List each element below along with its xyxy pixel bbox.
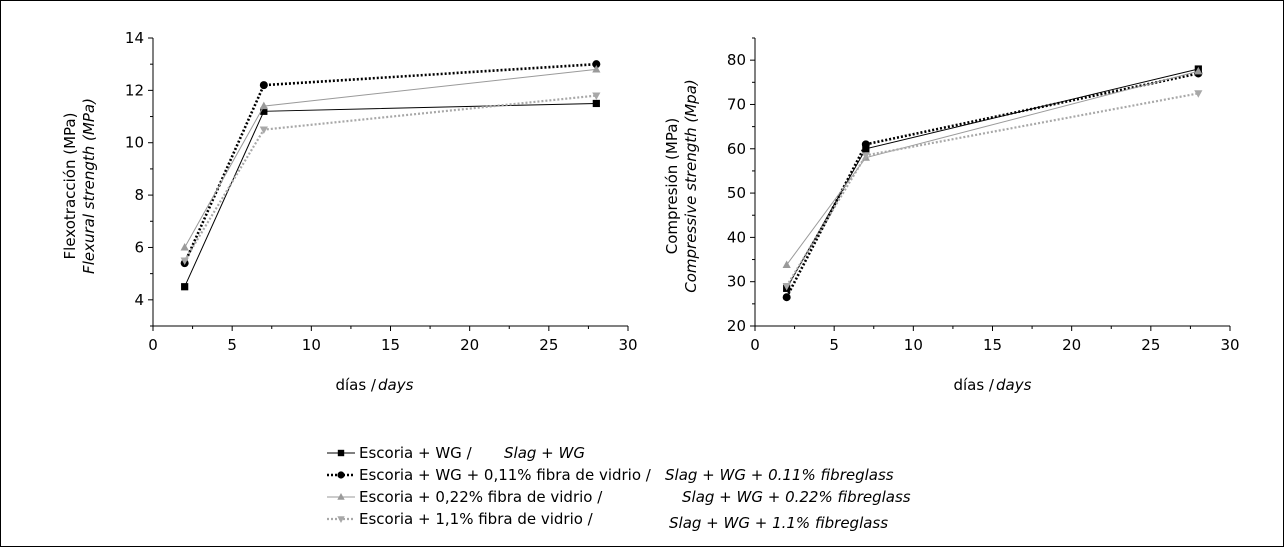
legend: Escoria + WG / Slag + WG Escoria + WG + … [359, 444, 911, 532]
data-point-s4 [1194, 90, 1203, 98]
plot-area-2: 0 5 10 15 20 25 30 20 30 40 50 60 70 80 [727, 37, 1240, 354]
y-tick-label: 6 [134, 238, 144, 256]
y-tick-label: 70 [727, 95, 746, 113]
data-point-s2 [861, 140, 870, 149]
x-tick-label: 25 [1141, 336, 1160, 354]
data-point-s1 [592, 99, 600, 108]
data-point-s4 [259, 126, 268, 135]
chart-compressive: Compresión (MPa) Compressive strength (M… [663, 79, 1032, 394]
ylabel-flexural-es: Flexotracción (MPa) [61, 113, 79, 260]
data-point-s4 [782, 283, 791, 291]
series-line-2 [183, 62, 597, 264]
ylabel-compressive-es: Compresión (MPa) [663, 118, 681, 255]
data-point-s3 [180, 243, 189, 251]
data-point-s2 [592, 60, 601, 69]
series-line-3 [786, 70, 1199, 266]
x-tick-label: 0 [750, 336, 760, 354]
series-line-4 [183, 94, 597, 262]
data-point-s1 [862, 145, 870, 153]
x-tick-label: 25 [539, 336, 558, 354]
y-tick-label: 30 [727, 273, 746, 291]
xlabel-flexural-en: days [378, 376, 414, 394]
legend-label-en-3: Slag + WG + 0.22% fibreglass [682, 488, 911, 506]
x-tick-label: 5 [227, 336, 237, 354]
xlabel-compressive: días / [953, 376, 994, 394]
y-tick-label: 80 [727, 51, 746, 69]
chart-flexural: Flexotracción (MPa) Flexural strength (M… [61, 98, 414, 394]
x-tick-label: 5 [829, 336, 839, 354]
xlabel-compressive-en: days [996, 376, 1032, 394]
data-point-s4 [861, 152, 870, 160]
data-point-s3 [782, 260, 791, 268]
legend-marker-3 [337, 493, 345, 500]
x-tick-label: 15 [381, 336, 400, 354]
y-tick-label: 20 [727, 317, 746, 335]
xlabel-flexural: días / [335, 376, 376, 394]
series-line-3 [184, 68, 597, 248]
legend-label-es-3: Escoria + 0,22% fibra de vidrio / [359, 488, 603, 506]
legend-label-es-2: Escoria + WG + 0,11% fibra de vidrio / [359, 466, 652, 484]
y-tick-label: 12 [125, 81, 144, 99]
ylabel-flexural-en: Flexural strength (MPa) [80, 98, 98, 274]
data-point-s1 [260, 107, 268, 115]
series-line-4 [785, 92, 1199, 287]
legend-samples [327, 449, 355, 523]
x-tick-label: 20 [1062, 336, 1081, 354]
x-tick-label: 10 [904, 336, 923, 354]
data-point-s1 [181, 283, 189, 291]
ylabel-compressive-en: Compressive strength (Mpa) [682, 79, 700, 293]
legend-label-en-2: Slag + WG + 0.11% fibreglass [665, 466, 894, 484]
data-point-s2 [259, 81, 268, 90]
data-point-s4 [592, 92, 601, 100]
x-tick-label: 20 [460, 336, 479, 354]
series-line-2 [785, 72, 1199, 298]
y-tick-label: 60 [727, 140, 746, 158]
legend-marker-4 [337, 516, 345, 523]
y-tick-label: 10 [125, 134, 144, 152]
legend-label-es-1: Escoria + WG / [359, 444, 473, 462]
y-tick-label: 50 [727, 184, 746, 202]
data-point-s4 [180, 257, 189, 265]
series-line-1 [184, 102, 597, 287]
data-point-s3 [592, 65, 601, 73]
y-tick-label: 8 [134, 186, 144, 204]
x-tick-label: 30 [1220, 336, 1239, 354]
x-tick-label: 30 [618, 336, 637, 354]
legend-marker-2 [337, 471, 345, 479]
x-tick-label: 10 [302, 336, 321, 354]
y-tick-label: 40 [727, 228, 746, 246]
legend-label-en-4: Slag + WG + 1.1% fibreglass [669, 514, 888, 532]
y-tick-label: 4 [134, 291, 144, 309]
data-point-s3 [259, 101, 268, 110]
legend-marker-1 [337, 449, 345, 457]
data-point-s2 [782, 293, 791, 302]
legend-label-en-1: Slag + WG [504, 444, 585, 462]
x-tick-label: 15 [983, 336, 1002, 354]
y-tick-label: 14 [125, 29, 144, 47]
x-tick-label: 0 [148, 336, 158, 354]
data-point-s3 [1194, 66, 1203, 75]
legend-label-es-4: Escoria + 1,1% fibra de vidrio / [359, 510, 594, 528]
plot-area-1: 0 5 10 15 20 25 30 4 6 8 10 12 14 [125, 29, 638, 354]
